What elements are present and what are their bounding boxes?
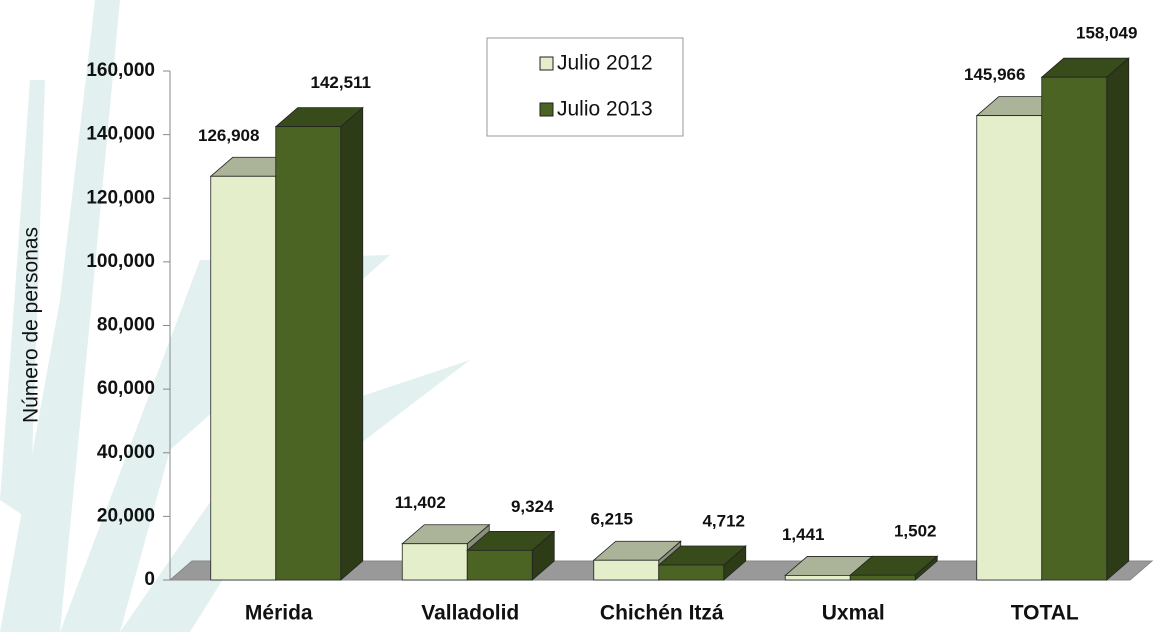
x-tick-label: Uxmal [822,602,885,625]
x-tick-label: TOTAL [1011,602,1079,625]
bar-front [1041,76,1108,581]
bar-side [340,106,364,581]
bar-front [466,549,533,581]
legend-label: Julio 2013 [557,98,653,121]
value-label: 145,966 [964,65,1025,84]
legend-label: Julio 2012 [557,52,653,75]
y-tick-label: 80,000 [97,315,155,336]
legend-box [486,37,684,137]
bar-front [210,175,277,581]
y-tick-label: 20,000 [97,505,155,526]
value-label: 126,908 [198,126,259,145]
y-tick-label: 160,000 [86,60,155,81]
bar-front [658,564,725,581]
bar-front [275,126,342,581]
y-tick-label: 100,000 [86,251,155,272]
x-tick-label: Valladolid [421,602,519,625]
bar [1040,57,1130,581]
value-label: 1,441 [782,525,825,544]
legend-swatch [539,56,554,71]
bar [466,530,556,581]
bar-front [976,115,1043,581]
bar [849,555,939,581]
y-tick-label: 0 [144,569,155,590]
bar-front [401,543,468,581]
y-tick-label: 60,000 [97,378,155,399]
x-tick-label: Chichén Itzá [600,602,724,625]
bar-front [849,574,916,581]
y-tick-label: 120,000 [86,187,155,208]
value-label: 158,049 [1076,24,1137,43]
bar-front [784,575,851,581]
bar [274,106,364,581]
bar [657,545,747,581]
value-label: 1,502 [894,522,937,541]
legend: Julio 2012 Julio 2013 [486,37,684,137]
value-label: 6,215 [590,510,633,529]
bar-front [593,559,660,581]
value-label: 9,324 [511,497,554,516]
x-tick-label: Mérida [245,602,313,625]
y-tick-label: 40,000 [97,442,155,463]
bar-side [1106,57,1130,581]
y-tick-label: 140,000 [86,124,155,145]
value-label: 11,402 [395,493,446,512]
legend-swatch [539,102,554,117]
value-label: 142,511 [310,73,371,92]
y-axis-label: Número de personas [20,227,43,423]
value-label: 4,712 [702,511,745,530]
